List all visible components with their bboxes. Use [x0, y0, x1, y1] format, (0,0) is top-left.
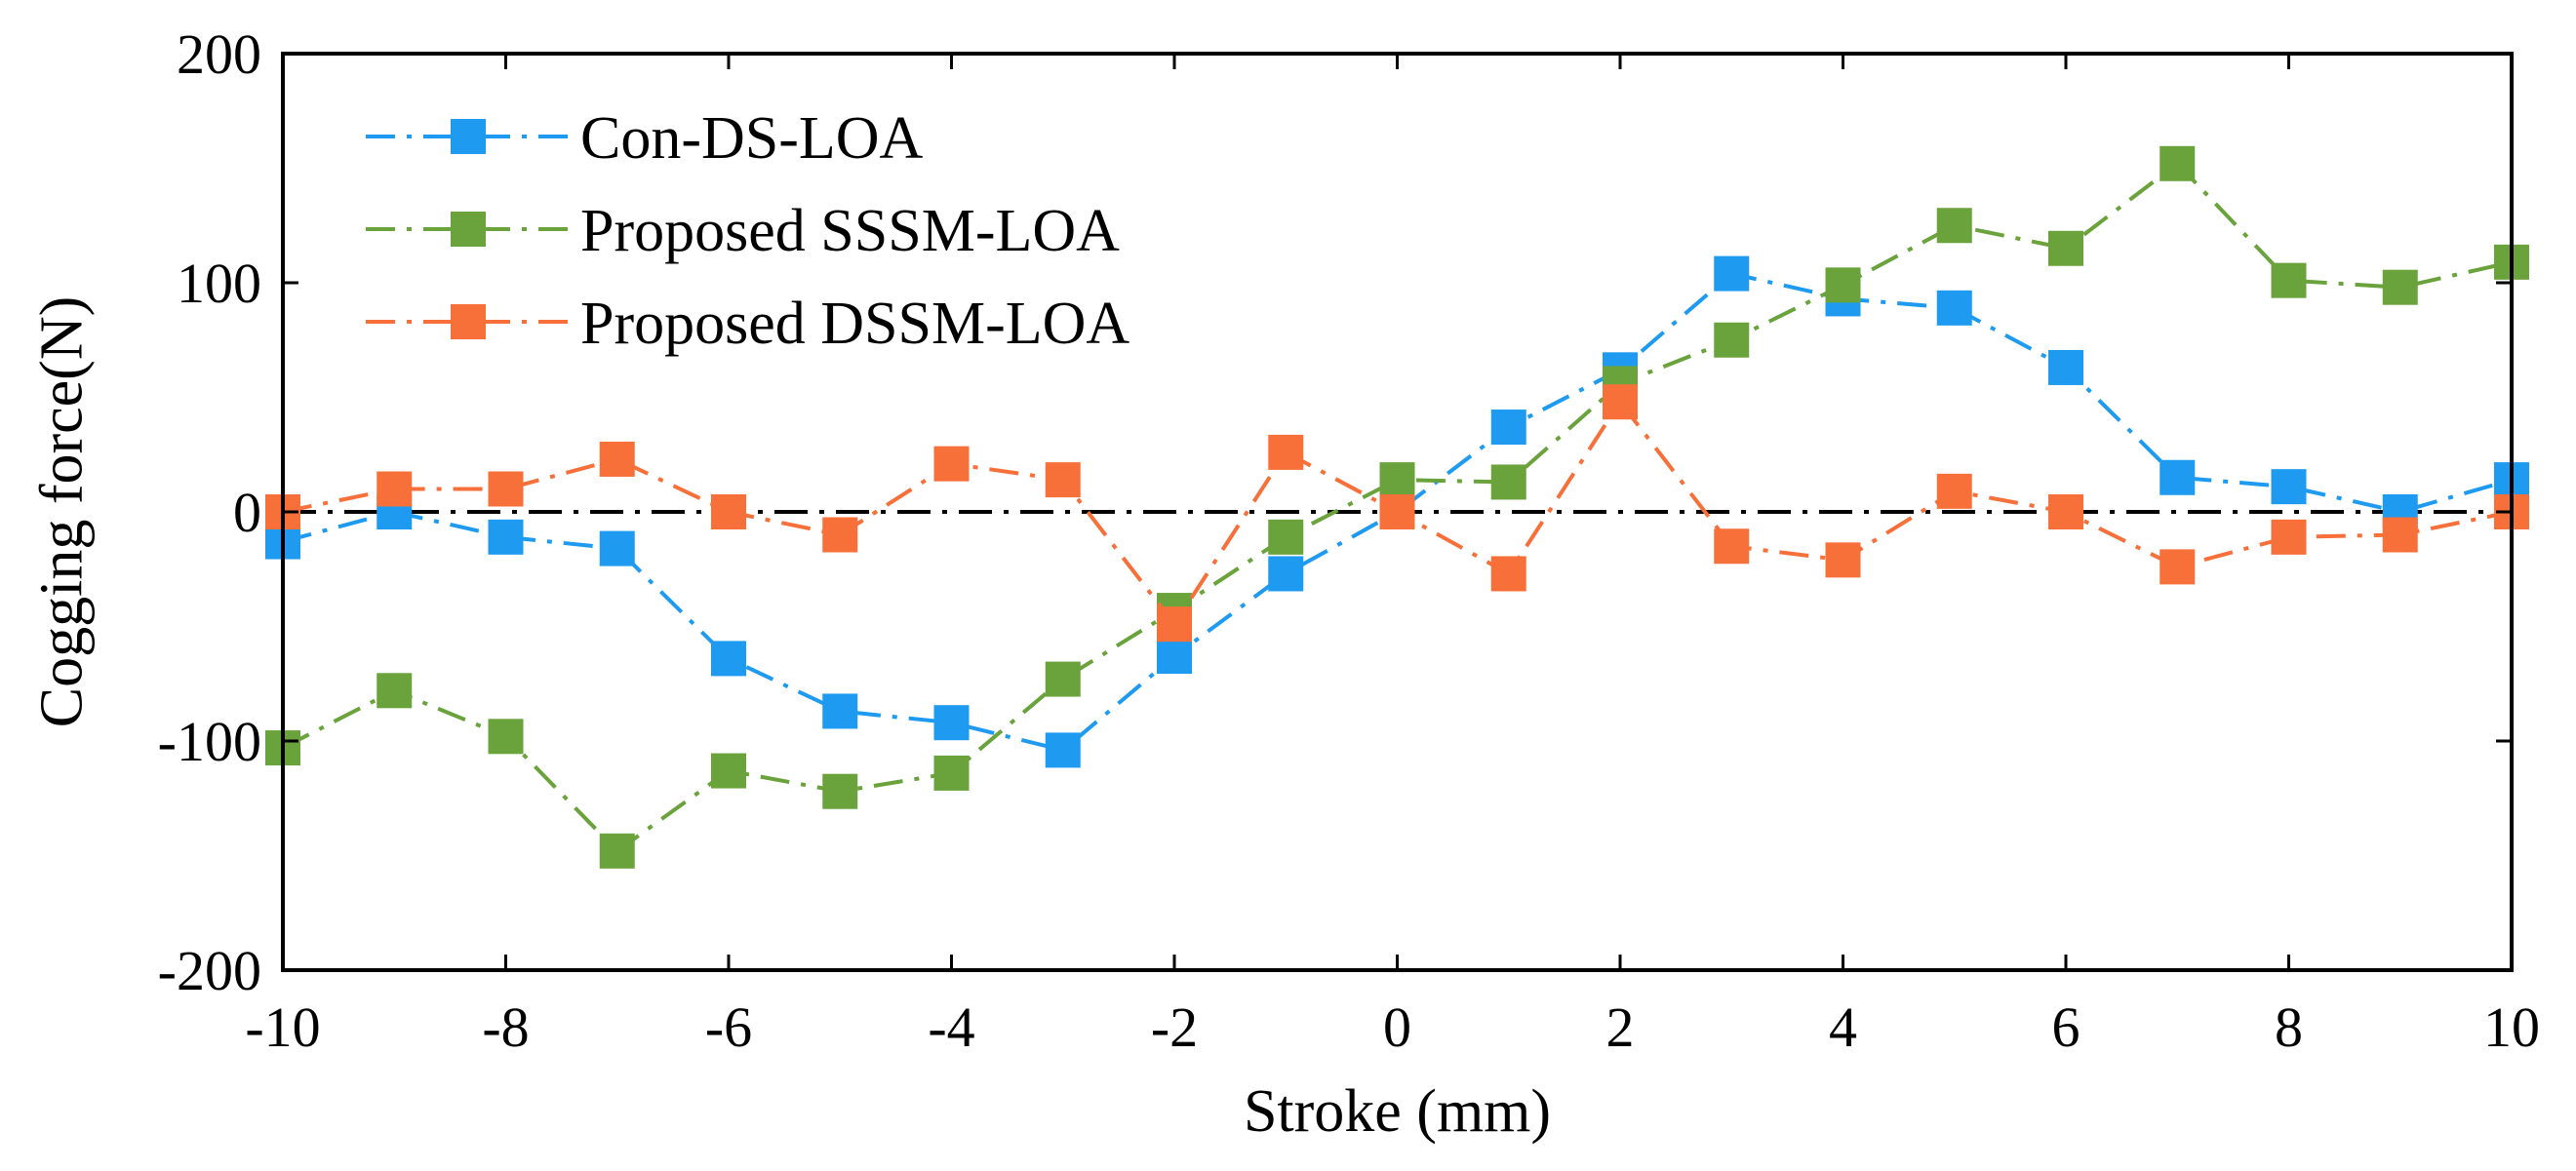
y-tick-label: 100: [177, 252, 261, 315]
legend-marker: [451, 304, 486, 339]
data-point: [1936, 473, 1972, 509]
data-point: [599, 530, 635, 566]
data-point: [822, 517, 858, 553]
legend: Con-DS-LOA Proposed SSSM-LOA Proposed DSSM…: [366, 105, 1129, 357]
data-point: [1714, 255, 1750, 292]
x-tick-label: 2: [1606, 995, 1635, 1059]
data-point: [1379, 494, 1415, 529]
x-tick-label: 10: [2483, 995, 2540, 1059]
data-point: [1490, 410, 1526, 446]
y-tick-label: -100: [158, 710, 261, 773]
data-point: [599, 441, 635, 477]
data-point: [1045, 462, 1081, 498]
data-point: [488, 719, 524, 755]
data-point: [2382, 269, 2418, 305]
data-point: [1603, 384, 1638, 420]
legend-label: Con-DS-LOA: [580, 105, 924, 172]
series-1: [265, 145, 2529, 869]
data-point: [822, 773, 858, 809]
series-line: [282, 271, 2513, 753]
legend-entry-2: Proposed DSSM-LOA: [366, 291, 1129, 357]
data-point: [1936, 208, 1972, 244]
data-point: [2160, 145, 2196, 181]
series-line: [282, 161, 2513, 854]
data-point: [2382, 517, 2418, 553]
data-point: [2160, 459, 2196, 495]
data-point: [1825, 267, 1861, 303]
legend-marker: [451, 212, 486, 247]
data-point: [1825, 542, 1861, 578]
data-point: [2048, 230, 2083, 266]
x-tick-label: -10: [245, 995, 320, 1059]
data-point: [1490, 464, 1526, 500]
data-point: [2271, 262, 2307, 298]
data-point: [1490, 556, 1526, 592]
data-point: [2271, 469, 2307, 505]
data-point: [1936, 290, 1972, 326]
data-point: [933, 705, 970, 741]
data-point: [1714, 528, 1750, 565]
data-point: [1157, 639, 1192, 675]
x-tick-label: 0: [1383, 995, 1411, 1059]
x-tick-label: -6: [705, 995, 752, 1059]
x-axis-title: Stroke (mm): [1244, 1078, 1551, 1145]
x-tick-label: -2: [1151, 995, 1198, 1059]
data-point: [1045, 661, 1081, 697]
x-tick-label: -8: [482, 995, 529, 1059]
data-point: [2048, 494, 2083, 529]
y-tick-label: 0: [233, 481, 261, 544]
y-axis-title: Cogging force(N): [29, 296, 96, 727]
data-point: [711, 641, 746, 677]
data-point: [1268, 434, 1304, 470]
data-point: [1714, 322, 1750, 358]
data-point: [1379, 462, 1415, 498]
data-point: [2160, 549, 2196, 585]
x-tick-label: 6: [2052, 995, 2081, 1059]
data-point: [2048, 349, 2083, 385]
legend-label: Proposed DSSM-LOA: [580, 291, 1129, 357]
x-tick-label: 8: [2275, 995, 2303, 1059]
data-point: [376, 673, 413, 709]
data-point: [488, 519, 524, 555]
legend-entry-0: Con-DS-LOA: [366, 105, 924, 172]
data-point: [1045, 732, 1081, 768]
legend-entry-1: Proposed SSSM-LOA: [366, 198, 1120, 264]
y-tick-label: 200: [177, 22, 261, 86]
data-point: [1268, 556, 1304, 592]
data-point: [711, 753, 746, 789]
x-tick-label: -4: [928, 995, 974, 1059]
data-point: [488, 471, 524, 507]
data-point: [376, 471, 413, 507]
data-point: [599, 833, 635, 869]
data-point: [1157, 606, 1192, 643]
data-point: [711, 494, 746, 529]
legend-marker: [451, 119, 486, 154]
y-tick-label: -200: [158, 939, 261, 1002]
legend-label: Proposed SSSM-LOA: [580, 198, 1120, 264]
axes-layer: -10 -8 -6 -4 -2 0 2 4 6 8 10 -200 -100 0 100 200: [158, 22, 2540, 1059]
data-point: [1268, 519, 1304, 555]
series-2: [265, 384, 2529, 643]
data-point: [2271, 519, 2307, 555]
data-point: [822, 693, 858, 729]
x-tick-label: 4: [1829, 995, 1857, 1059]
data-point: [933, 755, 970, 791]
data-point: [933, 446, 970, 482]
series-layer: [265, 145, 2529, 869]
